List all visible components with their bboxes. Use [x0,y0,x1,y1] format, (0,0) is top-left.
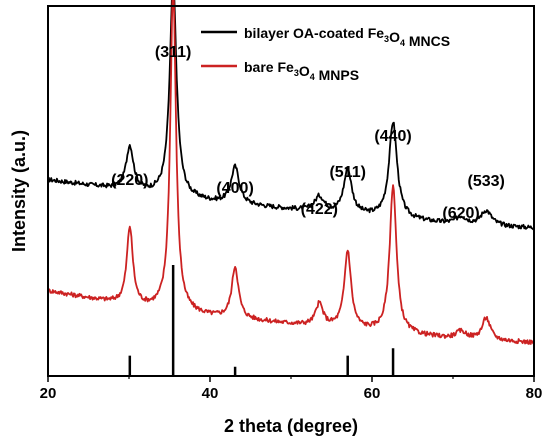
x-tick-label: 60 [364,385,381,402]
x-axis: 20 40 60 80 [40,376,543,402]
peak-label: (311) [155,44,191,61]
legend: bilayer OA-coated Fe3O4 MNCS bare Fe3O4 M… [201,25,450,83]
legend-label-1: bilayer OA-coated Fe3O4 MNCS [244,25,450,49]
series-line-1 [47,0,535,231]
peak-labels-layer: (220) (311) (400) (422) (511) (440) (620) (533) [111,44,505,222]
peak-label: (440) [374,128,411,145]
x-tick-label: 40 [202,385,219,402]
x-tick-label: 20 [40,385,57,402]
legend-label-2: bare Fe3O4 MNPS [244,59,359,83]
peak-label: (620) [442,205,479,222]
peak-label: (511) [329,164,365,181]
peak-label: (533) [468,173,505,190]
plot-series-layer [47,0,535,345]
x-tick-label: 80 [526,385,543,402]
series-line-2 [47,0,535,345]
peak-label: (422) [301,201,338,218]
peak-label: (220) [111,172,148,189]
reference-lines-layer [128,265,395,376]
peak-label: (400) [216,180,253,197]
y-axis-title: Intensity (a.u.) [9,130,29,252]
x-axis-title: 2 theta (degree) [224,416,358,436]
